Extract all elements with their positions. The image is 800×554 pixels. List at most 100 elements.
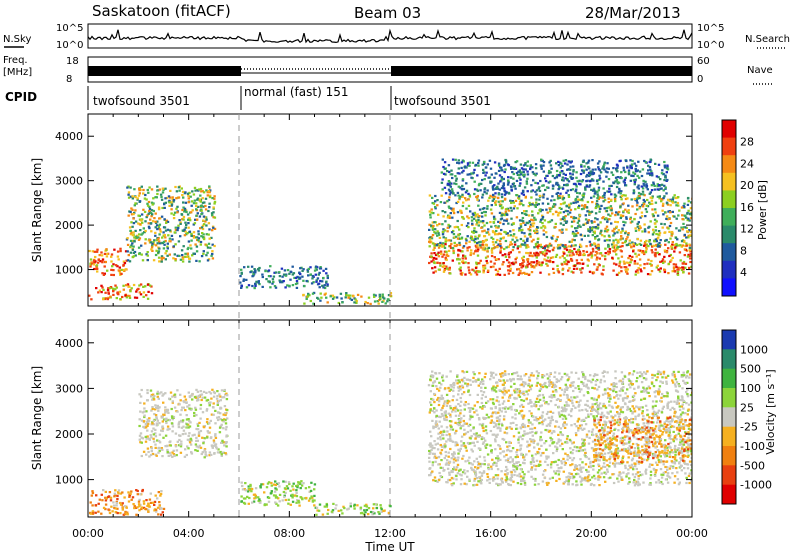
power-cell	[535, 256, 538, 259]
power-cell	[637, 229, 641, 232]
velocity-cell	[188, 407, 191, 410]
power-cell	[609, 214, 612, 217]
power-cell	[468, 240, 471, 243]
velocity-cell	[185, 414, 188, 417]
power-cell	[641, 205, 645, 208]
power-cell	[476, 237, 479, 240]
velocity-cell	[315, 513, 318, 516]
power-cell	[666, 164, 669, 167]
velocity-cell	[629, 439, 632, 442]
velocity-cell	[190, 451, 193, 454]
power-cell	[522, 164, 526, 167]
power-cell	[580, 163, 583, 166]
power-cell	[620, 270, 623, 273]
power-cell	[571, 173, 574, 176]
power-cell	[556, 264, 559, 267]
power-cell	[493, 262, 496, 265]
power-cell	[648, 201, 651, 204]
power-cell	[146, 259, 149, 262]
power-cell	[90, 261, 93, 264]
power-cell	[542, 193, 546, 196]
power-cell	[559, 211, 562, 214]
velocity-cell	[523, 473, 526, 476]
power-cell	[666, 198, 670, 201]
power-cell	[503, 170, 506, 174]
power-cell	[174, 228, 178, 231]
velocity-cell	[441, 414, 444, 417]
power-cell	[450, 207, 453, 210]
velocity-cell	[199, 446, 203, 449]
velocity-cell	[104, 496, 107, 499]
power-cell	[547, 172, 551, 175]
power-cell	[182, 196, 185, 199]
velocity-cell	[313, 488, 316, 491]
power-cell	[549, 171, 552, 174]
power-cell	[517, 273, 520, 276]
velocity-cell	[211, 406, 215, 409]
power-cell	[682, 260, 686, 264]
power-cell	[546, 197, 549, 200]
velocity-cell	[631, 405, 634, 408]
power-cell	[575, 253, 579, 256]
power-cell	[467, 226, 470, 229]
power-cell	[614, 200, 617, 203]
power-cell	[618, 160, 621, 163]
velocity-cell	[225, 392, 228, 395]
power-cell	[539, 164, 543, 167]
velocity-cell	[139, 493, 142, 496]
velocity-cell	[371, 513, 374, 516]
power-cell	[578, 262, 582, 265]
velocity-cell	[555, 378, 558, 381]
power-cell	[536, 241, 539, 244]
velocity-cell	[375, 503, 378, 506]
power-cell	[643, 159, 646, 163]
power-cell	[555, 192, 558, 195]
power-cell	[305, 279, 308, 283]
power-cell	[464, 191, 468, 194]
power-cell	[205, 233, 208, 236]
power-cell	[673, 194, 676, 197]
velocity-cell	[242, 497, 246, 500]
power-cell	[445, 265, 448, 268]
power-cell	[456, 191, 460, 194]
velocity-cell	[144, 435, 147, 438]
power-cell	[668, 224, 672, 228]
velocity-cell	[211, 388, 214, 391]
power-cell	[459, 195, 462, 198]
power-cell	[106, 298, 109, 301]
power-cell	[563, 218, 566, 221]
power-cell	[643, 228, 647, 231]
velocity-cell	[675, 467, 678, 470]
velocity-cell	[144, 440, 148, 443]
power-cell	[603, 163, 606, 166]
power-cell	[596, 197, 599, 200]
power-cell	[598, 160, 601, 163]
power-cell	[518, 272, 521, 275]
power-cell	[118, 266, 121, 269]
power-cell	[324, 267, 328, 270]
power-cell	[484, 214, 487, 217]
power-cell	[643, 200, 646, 203]
velocity-cell	[562, 408, 565, 411]
power-cell	[578, 179, 581, 182]
power-cell	[448, 225, 452, 228]
power-cell	[273, 285, 277, 288]
power-cell	[669, 204, 672, 207]
power-cell	[264, 270, 267, 273]
velocity-cell	[127, 500, 131, 503]
power-cell	[681, 266, 684, 269]
power-cell	[184, 226, 187, 229]
power-cell	[186, 192, 190, 195]
power-cell	[494, 268, 498, 271]
power-cell	[470, 219, 474, 222]
power-cell	[457, 254, 460, 257]
velocity-cell	[226, 394, 229, 397]
power-cell	[506, 265, 510, 268]
power-cell	[504, 255, 508, 258]
power-cell	[518, 169, 522, 172]
power-cell	[545, 231, 548, 234]
power-cell	[535, 228, 538, 231]
velocity-cell	[153, 503, 156, 506]
power-cell	[157, 256, 161, 259]
